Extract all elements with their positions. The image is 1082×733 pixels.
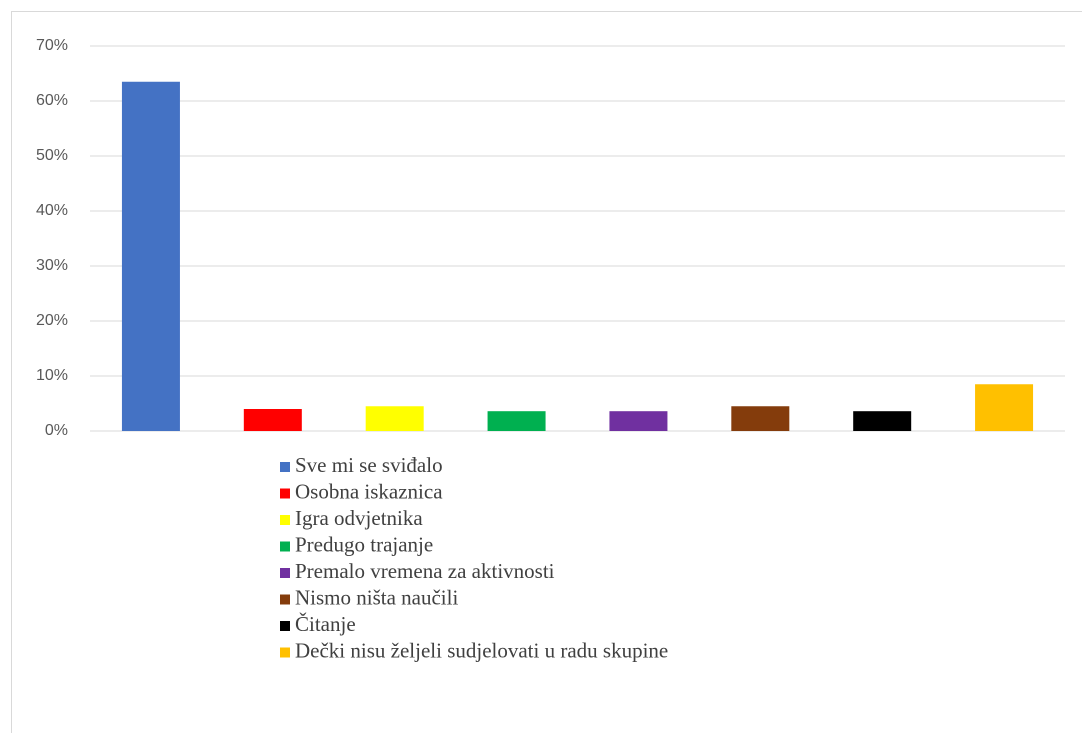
legend-label: Premalo vremena za aktivnosti xyxy=(295,559,555,583)
legend-swatch xyxy=(280,462,290,472)
legend-swatch xyxy=(280,488,290,499)
legend-swatch xyxy=(280,568,290,578)
bar xyxy=(487,411,546,431)
bar xyxy=(731,406,790,431)
bar xyxy=(121,81,180,431)
y-tick-label: 10% xyxy=(36,367,68,384)
y-tick-label: 30% xyxy=(36,257,68,274)
chart-border xyxy=(11,11,1082,733)
legend-swatch xyxy=(280,541,290,552)
legend-label: Čitanje xyxy=(295,612,356,636)
legend-swatch xyxy=(280,621,290,631)
y-tick-label: 0% xyxy=(45,422,68,439)
legend-label: Igra odvjetnika xyxy=(295,506,423,530)
y-tick-label: 20% xyxy=(36,312,68,329)
legend-label: Sve mi se sviđalo xyxy=(295,453,443,477)
bar xyxy=(243,409,302,431)
bar xyxy=(609,411,668,431)
bar xyxy=(853,411,912,431)
legend-swatch xyxy=(280,647,290,658)
y-tick-label: 70% xyxy=(36,37,68,54)
bar xyxy=(975,384,1034,431)
legend-swatch xyxy=(280,594,290,605)
legend-label: Dečki nisu željeli sudjelovati u radu sk… xyxy=(295,638,668,662)
y-tick-label: 40% xyxy=(36,202,68,219)
y-tick-label: 50% xyxy=(36,147,68,164)
legend-swatch xyxy=(280,515,290,525)
y-tick-label: 60% xyxy=(36,92,68,109)
legend-label: Osobna iskaznica xyxy=(295,479,443,503)
legend-label: Nismo ništa naučili xyxy=(295,585,458,609)
legend-label: Predugo trajanje xyxy=(295,532,433,556)
bar xyxy=(365,406,424,431)
